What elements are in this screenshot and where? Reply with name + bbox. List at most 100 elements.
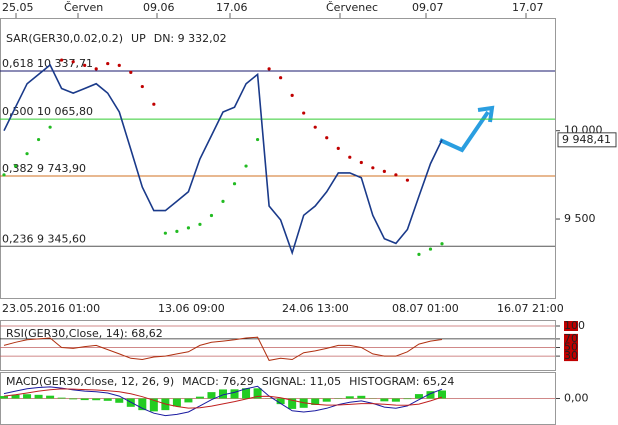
- sar-dot: [2, 173, 6, 177]
- histogram-bar: [207, 392, 216, 399]
- histogram-bar: [57, 397, 66, 399]
- histogram-bar: [380, 398, 389, 402]
- sar-dot: [440, 242, 444, 246]
- x-top-label: 09.07: [412, 1, 444, 14]
- sar-dot: [83, 63, 87, 67]
- sar-dot: [163, 231, 167, 235]
- x-bottom-label: 23.05.2016 01:00: [2, 302, 100, 315]
- sar-dot: [382, 169, 386, 173]
- level-label: 0,236 9 345,60: [2, 232, 86, 245]
- y-tick-label: 50: [564, 341, 578, 354]
- y-tick-box: [564, 351, 578, 362]
- legend-up: UP: [131, 32, 146, 45]
- legend-entry: RSI(GER30,Close, 14): 68,62: [6, 327, 163, 340]
- sar-dot: [348, 155, 352, 159]
- x-bottom-label: 24.06 13:00: [282, 302, 349, 315]
- sar-dot: [359, 160, 363, 165]
- sar-dot: [13, 164, 18, 168]
- y-tick-box: [564, 342, 578, 353]
- histogram-bar: [172, 398, 181, 407]
- sar-dot: [405, 178, 410, 182]
- x-top-label: Červenec: [326, 1, 378, 14]
- trend-arrow: [439, 105, 495, 153]
- sar-dot: [209, 213, 214, 218]
- sar-dot: [25, 152, 29, 156]
- histogram-bar: [80, 398, 89, 401]
- series-line: [3, 336, 443, 361]
- last-price-box: [557, 132, 617, 148]
- y-tick-label: 9 500: [564, 212, 596, 225]
- sar-dot: [71, 60, 75, 64]
- level-label: 0,500 10 065,80: [2, 105, 93, 118]
- sar-dot: [417, 252, 421, 256]
- sar-dot: [106, 61, 110, 66]
- sar-dot: [313, 125, 317, 129]
- histogram-bar: [0, 396, 8, 399]
- last-price-label: 9 948,41: [562, 133, 611, 146]
- y-tick-label: 100: [564, 319, 585, 332]
- histogram-bar: [242, 388, 251, 399]
- sar-dot: [394, 173, 398, 177]
- histogram-bar: [426, 391, 435, 399]
- sar-dot: [186, 226, 191, 230]
- x-bottom-label: 13.06 09:00: [158, 302, 225, 315]
- legend-entry: MACD: 76,29: [182, 375, 254, 388]
- sar-dot: [336, 146, 340, 150]
- legend-entry: HISTOGRAM: 65,24: [349, 375, 454, 388]
- histogram-bar: [230, 389, 239, 399]
- x-top-label: 25.05: [2, 1, 34, 14]
- x-top-label: 17.06: [216, 1, 248, 14]
- x-top-label: Červen: [64, 1, 103, 14]
- sar-dot: [36, 137, 41, 142]
- x-top-label: 09.06: [143, 1, 175, 14]
- sar-dot: [232, 182, 237, 186]
- histogram-bar: [184, 398, 193, 403]
- level-label: 0,382 9 743,90: [2, 162, 86, 175]
- histogram-bar: [138, 398, 147, 411]
- sar-dot: [244, 164, 248, 168]
- x-top-label: 17.07: [512, 1, 544, 14]
- histogram-bar: [115, 398, 124, 403]
- sar-dot: [290, 93, 294, 97]
- sar-dot: [60, 58, 64, 62]
- sar-dot: [279, 76, 283, 80]
- sar-dot: [198, 222, 202, 226]
- series-line: [3, 388, 443, 409]
- sar-dot: [221, 199, 225, 203]
- histogram-bar: [23, 394, 32, 399]
- histogram-bar: [357, 395, 366, 399]
- series-line: [3, 63, 443, 256]
- histogram-bar: [103, 398, 112, 401]
- sar-dot: [117, 63, 121, 67]
- histogram-bar: [46, 395, 55, 399]
- histogram-bar: [69, 398, 78, 400]
- histogram-bar: [391, 398, 400, 402]
- histogram-bar: [403, 398, 412, 400]
- histogram-bar: [345, 396, 354, 399]
- sar-dot: [371, 166, 375, 170]
- histogram-bar: [11, 394, 20, 399]
- histogram-bar: [34, 394, 43, 399]
- histogram-bar: [276, 398, 285, 405]
- frames: [0, 18, 556, 425]
- histogram-bar: [322, 398, 331, 402]
- sar-dot: [140, 84, 144, 89]
- y-tick-label: 0,00: [564, 392, 589, 405]
- sar-dot: [267, 67, 271, 71]
- histogram-bar: [253, 388, 262, 399]
- histogram-bar: [149, 398, 158, 412]
- histogram-bar: [195, 396, 204, 399]
- legend-entry: SIGNAL: 11,05: [262, 375, 341, 388]
- sar-dot: [428, 247, 433, 251]
- histogram-bar: [288, 398, 297, 409]
- panel-title: MACD(GER30,Close, 12, 26, 9): [6, 375, 174, 388]
- histogram-bar: [414, 394, 423, 399]
- x-bottom-label: 08.07 01:00: [392, 302, 459, 315]
- y-tick-box: [564, 321, 578, 331]
- sar-dot: [325, 136, 329, 140]
- legend-dn: DN: 9 332,02: [154, 32, 227, 45]
- sar-dot: [94, 67, 98, 71]
- y-tick-label: 30: [564, 349, 578, 362]
- y-tick-label: 70: [564, 332, 578, 345]
